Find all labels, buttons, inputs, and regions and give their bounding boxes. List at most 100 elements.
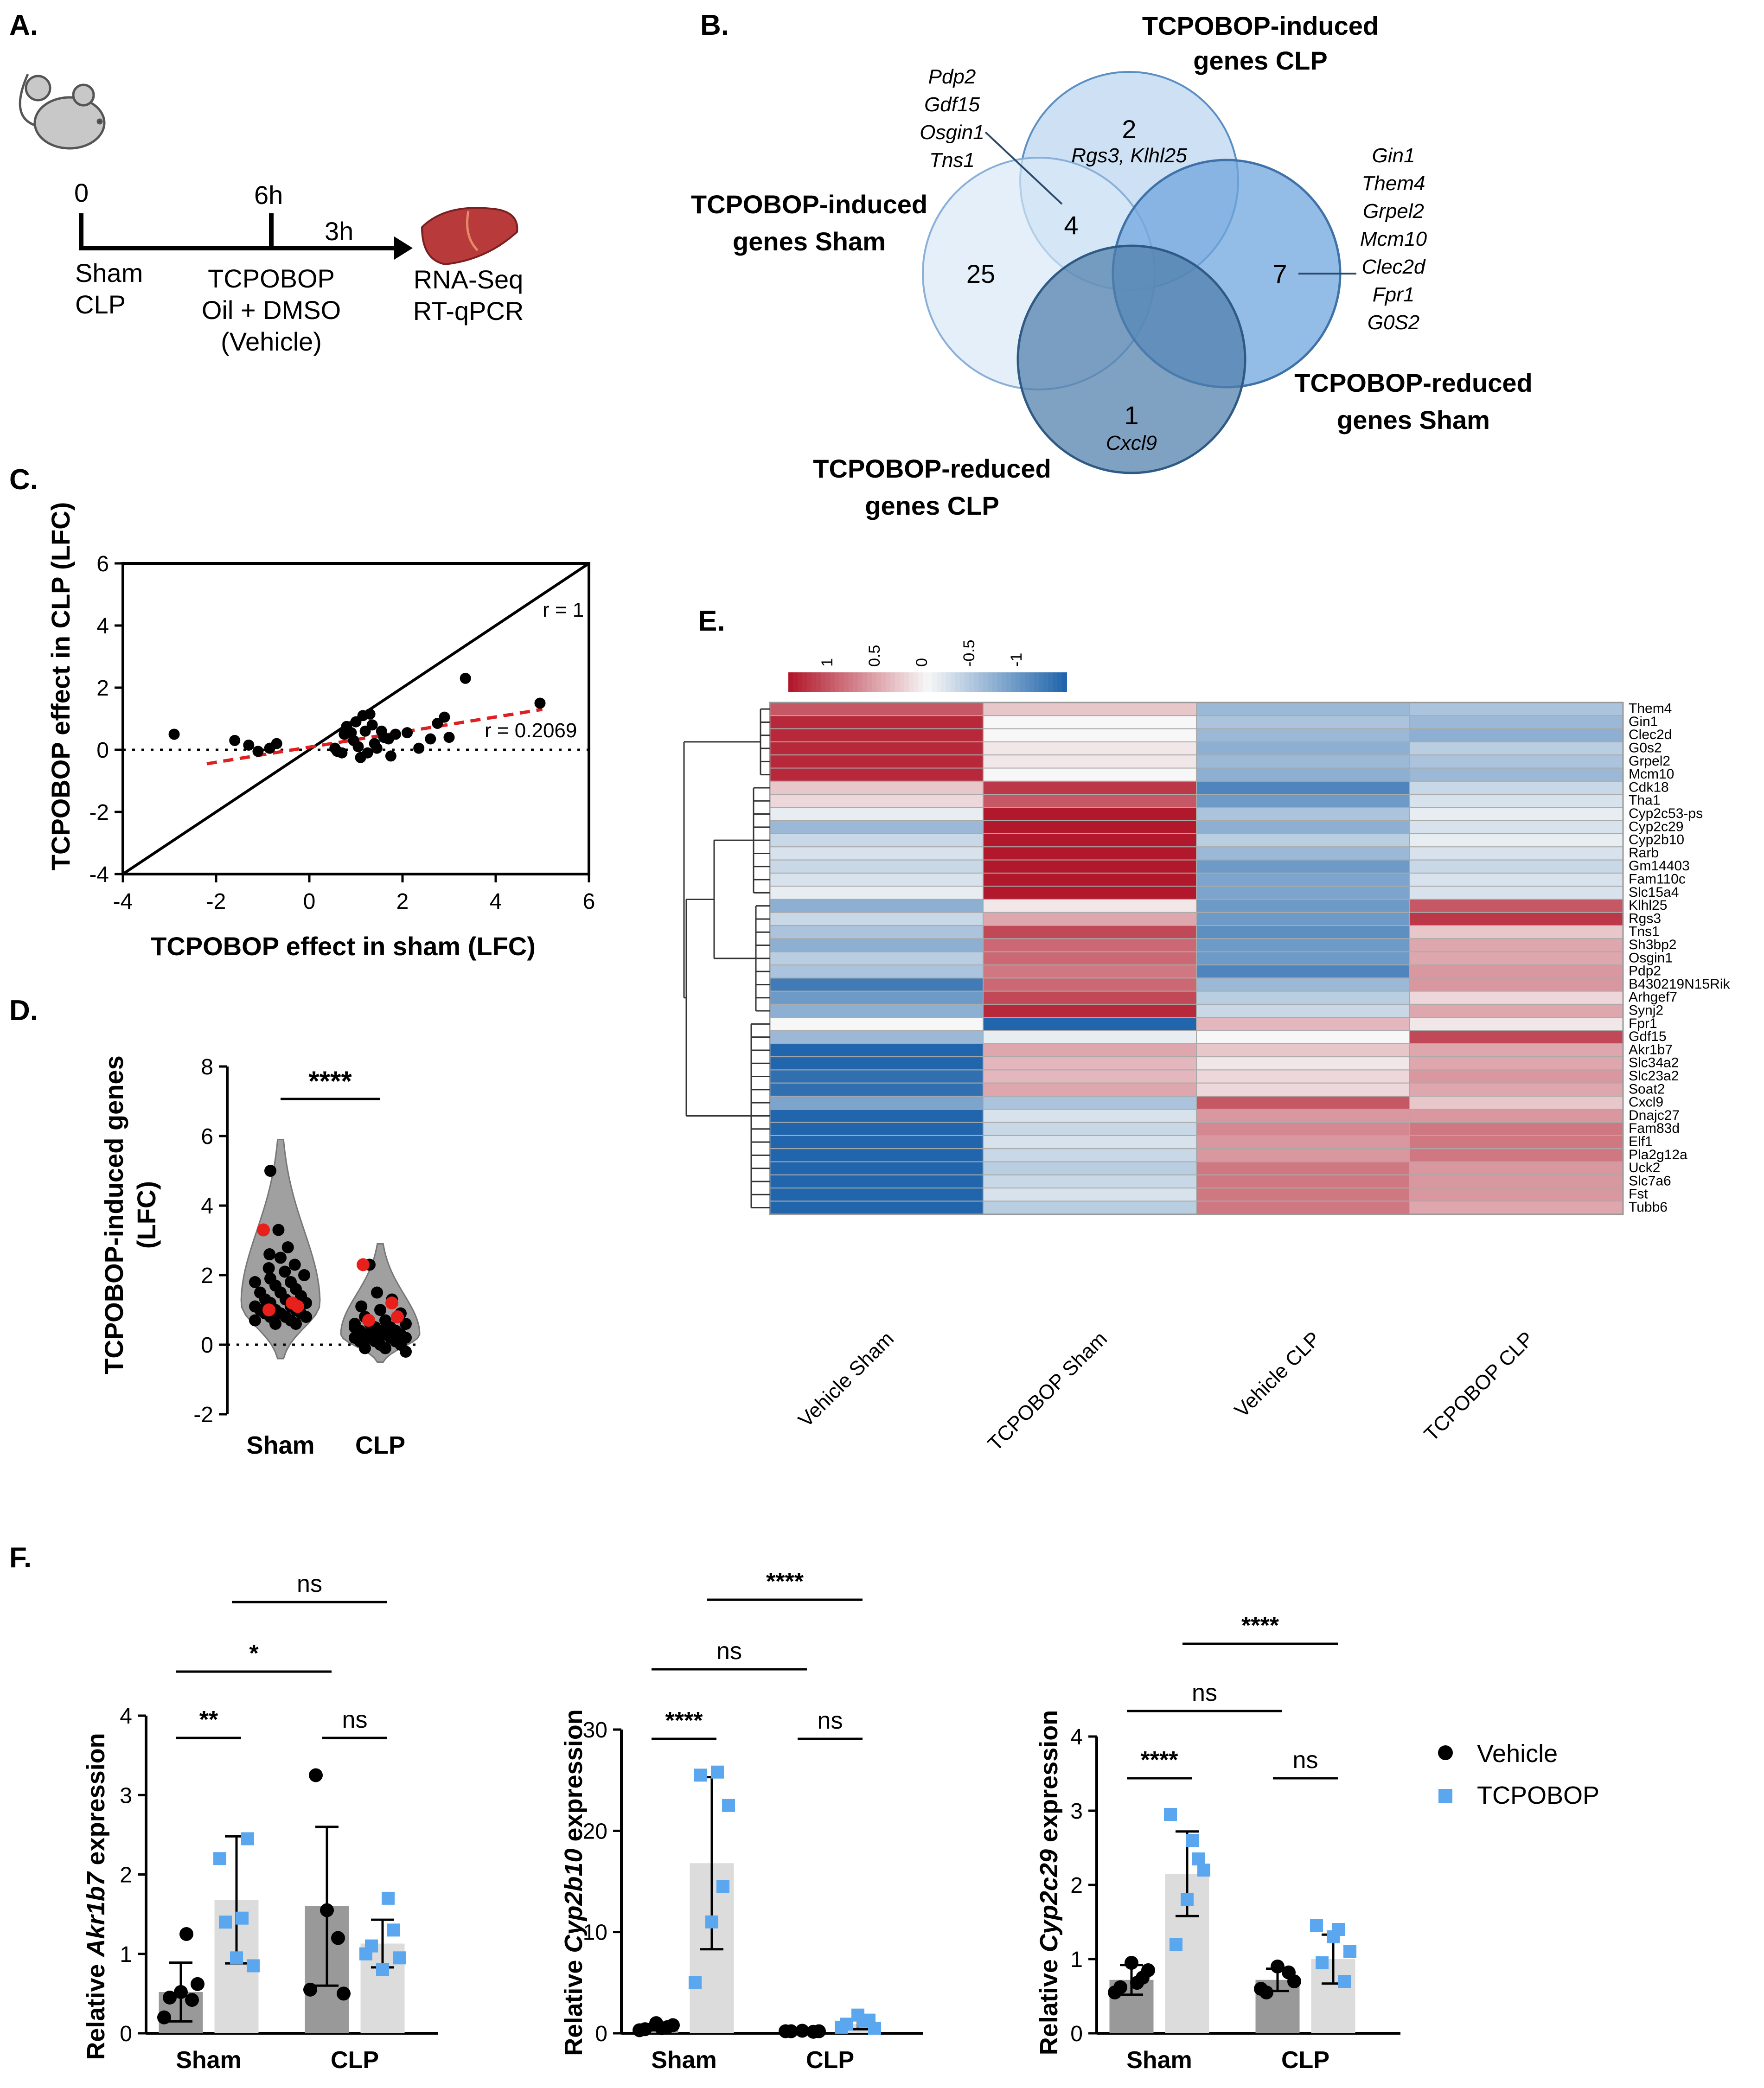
heatmap-row-label: Uck2 [1629,1160,1660,1175]
venn-gene: Pdp2 [928,65,976,88]
heatmap-cell [769,1188,984,1202]
scatter-point [460,672,471,684]
heatmap-cell [1409,780,1623,795]
heatmap-key-swatch [863,672,868,692]
heatmap-row-label: Slc34a2 [1629,1055,1679,1071]
bar-y-tick-label: 3 [1070,1799,1083,1824]
bar-point-tcpobop [1338,1975,1351,1988]
bar-point-tcpobop [1310,1919,1323,1932]
heatmap-cell [769,833,984,848]
scatter-x-tick-label: -2 [206,889,226,914]
heatmap-key-swatch [988,672,993,692]
heatmap-cell [769,702,984,716]
heatmap-cell [769,977,984,992]
bar-category-label: CLP [806,2047,854,2074]
heatmap-key-swatch [1025,672,1030,692]
scatter-x-tick-label: 6 [583,889,595,914]
violin-y-label-2: (LFC) [132,1181,161,1249]
violin-point [272,1224,285,1236]
venn-count-induced-both: 4 [1064,211,1078,240]
heatmap-cell [983,1003,1197,1018]
heatmap-row-label: Pdp2 [1629,964,1661,979]
heatmap-cell [1196,1161,1410,1175]
venn-genes-induced-clp: Rgs3, Klhl25 [1071,144,1187,167]
violin-point [279,1265,291,1278]
heatmap-cell [983,1082,1197,1097]
heatmap-row-label: Slc15a4 [1629,885,1679,900]
heatmap-cell [1409,1056,1623,1071]
heatmap-cell [769,1069,984,1084]
heatmap-cell [1409,899,1623,913]
y-label-pre: Relative [560,1953,588,2056]
heatmap-cell [769,951,984,965]
heatmap-cell [769,912,984,926]
heatmap-column-label: TCPOBOP CLP [1420,1327,1538,1445]
heatmap-key-swatch [978,672,984,692]
heatmap-cell [1409,846,1623,861]
violin-point [400,1346,412,1358]
heatmap-key-swatch [788,672,793,692]
scatter-x-tick-label: 4 [490,889,502,914]
heatmap-key-tick: 0.5 [866,645,883,667]
heatmap-cell [1409,754,1623,769]
heatmap-cell [983,702,1197,716]
venn-count-induced-clp: 2 [1122,115,1136,144]
heatmap-cell [1409,964,1623,979]
heatmap-cell [769,1161,984,1175]
heatmap-cell [1409,1030,1623,1044]
heatmap-cell [983,728,1197,742]
heatmap-row-label: Arhgef7 [1629,990,1677,1005]
heatmap-cell [1409,872,1623,887]
heatmap-cell [769,1200,984,1215]
violin-point [288,1258,301,1271]
heatmap-cell [1196,1030,1410,1044]
heatmap-key-swatch [895,672,900,692]
violin-point [359,1342,371,1354]
heatmap-key-swatch [1016,672,1021,692]
comparison-label: ** [199,1706,218,1733]
bar-point-tcpobop [1343,1945,1356,1958]
heatmap-cell [1196,702,1410,716]
group-sham: Sham [75,258,143,287]
heatmap-cell [983,964,1197,979]
heatmap-key-swatch [825,672,831,692]
venn-label-induced-sham-1: TCPOBOP-induced [691,190,927,219]
bar-point-vehicle [812,2024,826,2038]
comparison-label: ns [342,1706,368,1733]
scatter-x-tick-label: -4 [113,889,133,914]
heatmap-cell [769,754,984,769]
bar-chart-akr1b7: 0 1 2 3 4 Sham CLP ** ns * ns [120,1571,438,2074]
treatment-tcpobop: TCPOBOP [208,264,335,293]
heatmap-key-swatch [900,672,905,692]
panel-c: C. -4 -2 0 2 4 6 -4 -2 0 2 4 6 r = 1 r = 0.2069 TCPOB… [9,464,595,961]
legend-tcpobop-marker [1438,1789,1452,1803]
bar-point-tcpobop [376,1963,389,1976]
treatment-vehicle-label: (Vehicle) [221,327,322,356]
heatmap-cell [1409,912,1623,926]
heatmap-row-label: B430219N15Rik [1629,977,1730,992]
heatmap-cell [1196,1122,1410,1136]
scatter-point [425,733,436,745]
heatmap-cell [1196,1188,1410,1202]
heatmap-key-swatch [974,672,979,692]
y-label-gene: Cyp2b10 [560,1848,588,1953]
heatmap-cell [769,872,984,887]
violin-category-label: Sham [246,1431,314,1459]
heatmap-row-label: Tha1 [1629,793,1660,808]
heatmap-cell [983,1188,1197,1202]
heatmap-cell [1409,794,1623,808]
heatmap-cell [1196,1135,1410,1149]
heatmap-cell [1409,1003,1623,1018]
violin-point [249,1314,261,1327]
heatmap-row-label: Akr1b7 [1629,1042,1673,1057]
panel-a-letter: A. [9,9,38,41]
heatmap-cell [983,977,1197,992]
venn-genes-both-list: Pdp2 Gdf15 Osgin1 Tns1 [920,65,984,172]
heatmap-key-swatch [812,672,817,692]
heatmap-cell [1196,1082,1410,1097]
scatter-point [390,728,401,740]
heatmap-cell [983,741,1197,756]
venn-gene: Fpr1 [1373,283,1414,306]
venn-label-induced-sham-2: genes Sham [733,227,886,256]
violin-highlight-point [262,1303,275,1316]
